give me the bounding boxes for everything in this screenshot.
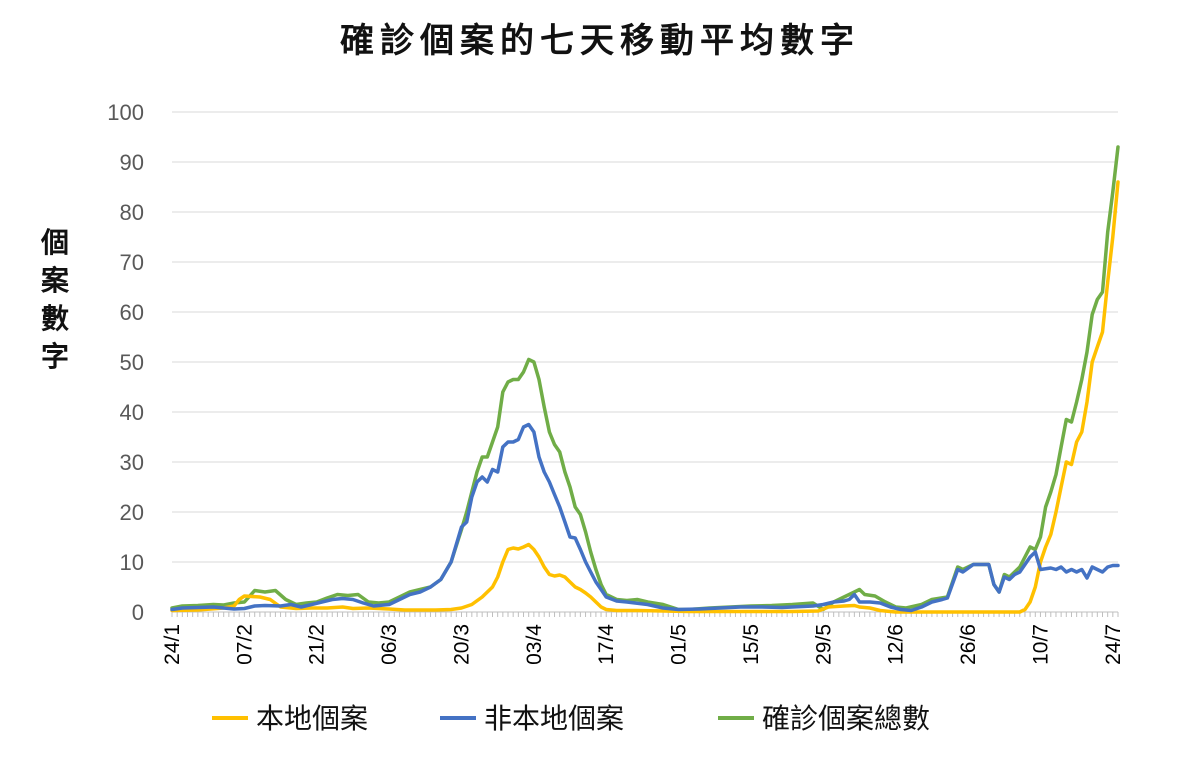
x-tick-label: 26/6 xyxy=(957,624,980,665)
y-axis-label-char: 案 xyxy=(41,264,70,297)
y-axis-ticks: 0 10 20 30 40 50 60 70 80 90 100 xyxy=(107,100,144,625)
legend: 本地個案 非本地個案 確診個案總數 xyxy=(212,702,930,735)
y-tick-label: 40 xyxy=(120,400,144,425)
y-tick-label: 70 xyxy=(120,250,144,275)
y-tick-label: 60 xyxy=(120,300,144,325)
x-tick-label: 15/5 xyxy=(740,624,763,665)
x-tick-label: 03/4 xyxy=(523,624,546,665)
y-axis-label-char: 個 xyxy=(40,226,69,259)
y-tick-label: 50 xyxy=(120,350,144,375)
x-axis-ticks: 24/1 07/2 21/2 06/3 20/3 03/4 17/4 01/5 15/5 29/5… xyxy=(161,612,1125,665)
y-axis-label-char: 字 xyxy=(41,340,69,373)
legend-label: 非本地個案 xyxy=(484,702,624,735)
y-tick-label: 10 xyxy=(120,550,144,575)
x-tick-label: 24/7 xyxy=(1102,624,1125,665)
y-tick-label: 0 xyxy=(132,600,144,625)
gridlines xyxy=(172,111,1118,613)
series-line-1 xyxy=(170,180,1120,614)
x-tick-label: 29/5 xyxy=(812,624,835,665)
y-tick-label: 20 xyxy=(120,500,144,525)
y-tick-label: 90 xyxy=(120,150,144,175)
series-lines xyxy=(170,145,1120,614)
x-tick-label: 10/7 xyxy=(1029,624,1052,665)
legend-label: 本地個案 xyxy=(256,702,368,735)
x-tick-label: 12/6 xyxy=(885,624,908,665)
x-tick-label: 06/3 xyxy=(378,624,401,665)
y-tick-label: 30 xyxy=(120,450,144,475)
x-tick-label: 20/3 xyxy=(450,624,473,665)
y-axis-label-char: 數 xyxy=(41,302,69,335)
x-tick-label: 07/2 xyxy=(233,624,256,665)
x-tick-label: 21/2 xyxy=(306,624,329,665)
legend-label: 確診個案總數 xyxy=(762,702,930,735)
x-tick-label: 01/5 xyxy=(668,624,691,665)
x-tick-label: 17/4 xyxy=(595,624,618,665)
x-tick-label: 24/1 xyxy=(161,624,184,665)
y-tick-label: 100 xyxy=(107,100,144,125)
series-line-2 xyxy=(170,422,1120,613)
y-tick-label: 80 xyxy=(120,200,144,225)
chart-title: 確診個案的七天移動平均數字 xyxy=(340,21,860,61)
series-line-3 xyxy=(170,145,1120,612)
